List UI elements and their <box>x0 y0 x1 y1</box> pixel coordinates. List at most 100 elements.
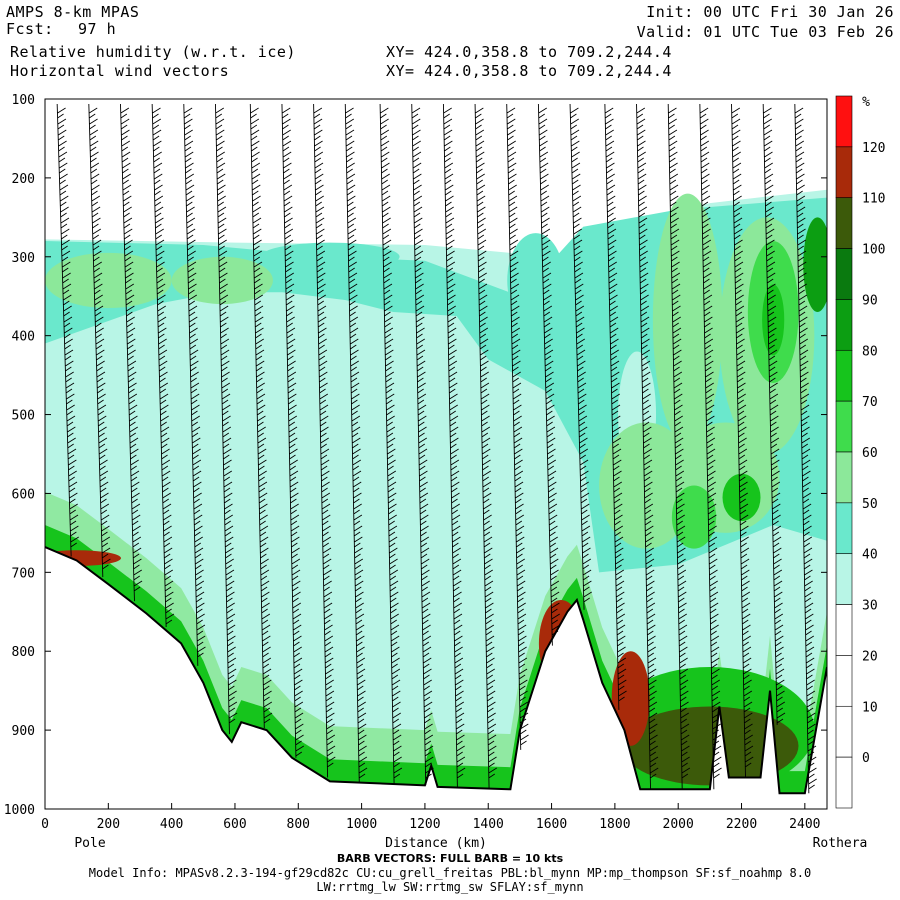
rh-east-60a <box>652 193 723 447</box>
colorbar-swatch <box>835 705 853 758</box>
rh-upper-east <box>507 233 565 328</box>
y-tick-label-1000: 1000 <box>4 803 35 818</box>
rh-dry-center <box>295 375 378 518</box>
barb-column-880 <box>313 103 336 778</box>
rh-east-80 <box>762 284 785 356</box>
barb-column-1090 <box>379 103 403 784</box>
y-tick-label-500: 500 <box>12 409 35 424</box>
y-tick-label-900: 900 <box>12 724 35 739</box>
wind-barb-stack <box>537 103 561 646</box>
wind-barb-stack <box>120 103 143 602</box>
xy-range-1: XY= 424.0,358.8 to 709.2,244.4 <box>386 43 672 61</box>
wind-barb-stack <box>88 103 111 578</box>
colorbar-swatch <box>835 502 853 555</box>
barb-column-1900 <box>636 103 659 790</box>
rh-dry-core <box>371 351 517 478</box>
colorbar: 0 10 20 30 40 50 60 70 80 90 100 110 120 <box>835 95 885 809</box>
forecast-hours: 97 h <box>78 20 117 38</box>
init-time: Init: 00 UTC Fri 30 Jan 26 <box>646 3 894 21</box>
colorbar-unit: % <box>862 95 870 110</box>
barb-column-2200 <box>731 103 754 778</box>
x-tick-label-600: 600 <box>223 817 246 832</box>
colorbar-swatch <box>835 299 853 351</box>
colorbar-swatch <box>835 349 853 402</box>
barb-column-1390 <box>474 103 497 789</box>
wind-barb-stack <box>379 103 403 784</box>
wind-barb-stack <box>699 103 722 790</box>
colorbar-swatch <box>835 197 853 249</box>
wind-barb-stack <box>506 103 529 750</box>
barb-column-2400 <box>794 103 817 794</box>
colorbar-swatch <box>835 553 853 605</box>
colorbar-label-40: 40 <box>862 548 878 563</box>
wind-barbs <box>56 103 817 794</box>
colorbar-swatch <box>835 655 853 707</box>
colorbar-label-30: 30 <box>862 599 878 614</box>
barb-column-570 <box>215 103 238 735</box>
x-tick-label-2000: 2000 <box>663 817 694 832</box>
barb-column-1190 <box>411 103 434 786</box>
wind-barb-stack <box>731 103 754 778</box>
x-tick-label-1600: 1600 <box>536 817 567 832</box>
x-tick-label-1000: 1000 <box>346 817 377 832</box>
wind-barb-stack <box>762 103 786 725</box>
colorbar-label-20: 20 <box>862 649 878 664</box>
colorbar-label-110: 110 <box>862 192 885 207</box>
wind-barb-stack <box>56 103 79 557</box>
terrain-mask <box>45 547 827 809</box>
barb-column-470 <box>183 103 206 666</box>
wind-barb-stack <box>249 103 273 729</box>
wind-barb-stack <box>569 103 592 610</box>
barb-column-2100 <box>699 103 722 790</box>
wind-barb-stack <box>442 103 466 788</box>
rh-band-upper <box>260 242 400 271</box>
barb-column-1290 <box>442 103 466 788</box>
barb-column-2300 <box>762 103 786 725</box>
barb-column-980 <box>344 103 368 783</box>
colorbar-label-0: 0 <box>862 751 870 766</box>
rh-field <box>45 189 827 809</box>
x-tick-label-1200: 1200 <box>409 817 440 832</box>
wind-barb-stack <box>344 103 368 783</box>
x-tick-label-1800: 1800 <box>599 817 630 832</box>
y-tick-label-600: 600 <box>12 487 35 502</box>
colorbar-swatch <box>835 604 853 656</box>
colorbar-label-120: 120 <box>862 141 885 156</box>
xy-range-2: XY= 424.0,358.8 to 709.2,244.4 <box>386 62 672 80</box>
x-end-label: Rothera <box>813 836 868 851</box>
colorbar-label-70: 70 <box>862 395 878 410</box>
rh-moist-upper-west <box>45 252 172 309</box>
colorbar-label-90: 90 <box>862 293 878 308</box>
x-tick-label-2400: 2400 <box>789 817 820 832</box>
rh-east-90 <box>803 217 827 312</box>
barb-column-1690 <box>569 103 592 610</box>
model-info-1: Model Info: MPASv8.2.3-194-gf29cd82c CU:… <box>88 866 812 880</box>
barb-column-1490 <box>506 103 529 750</box>
field-title-wind: Horizontal wind vectors <box>10 62 230 80</box>
colorbar-swatch <box>835 756 853 809</box>
rh-mid-east-70 <box>671 485 717 549</box>
barb-column-2000 <box>667 103 691 790</box>
y-tick-label-200: 200 <box>12 172 35 187</box>
x-tick-label-200: 200 <box>97 817 120 832</box>
wind-barb-stack <box>151 103 175 627</box>
colorbar-label-10: 10 <box>862 700 878 715</box>
barb-note: BARB VECTORS: FULL BARB = 10 kts <box>336 852 564 865</box>
colorbar-swatch <box>835 146 853 199</box>
y-tick-label-700: 700 <box>12 566 35 581</box>
wind-barb-stack <box>667 103 691 790</box>
axes: 100 200 300 400 500 600 700 800 900 1000 0 200 400 60… <box>4 93 827 832</box>
x-start-label: Pole <box>74 836 105 851</box>
model-name: AMPS 8-km MPAS <box>6 3 140 21</box>
x-tick-label-400: 400 <box>160 817 183 832</box>
colorbar-swatch <box>835 451 853 504</box>
model-info-2: LW:rrtmg_lw SW:rrtmg_sw SFLAY:sf_mynn <box>316 880 584 894</box>
rh-moist-upper-mid <box>171 256 273 305</box>
wind-barb-stack <box>794 103 817 794</box>
wind-barb-stack <box>474 103 497 789</box>
colorbar-label-60: 60 <box>862 446 878 461</box>
wind-barb-stack <box>313 103 336 778</box>
y-tick-label-400: 400 <box>12 330 35 345</box>
colorbar-swatch <box>835 248 853 300</box>
